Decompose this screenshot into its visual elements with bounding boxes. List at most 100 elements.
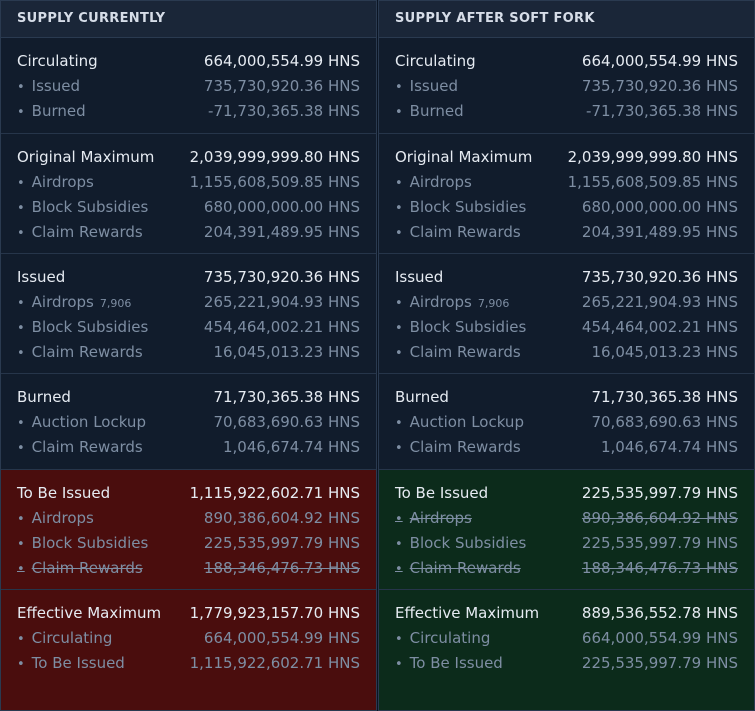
item-row: Block Subsidies 680,000,000.00 HNS: [395, 194, 738, 219]
item-row-struck: Airdrops 890,386,604.92 HNS: [395, 505, 738, 530]
item-value: 890,386,604.92 HNS: [203, 508, 360, 527]
item-row: Auction Lockup 70,683,690.63 HNS: [17, 409, 360, 434]
item-label: Airdrops: [395, 509, 472, 527]
item-row: Block Subsidies 225,535,997.79 HNS: [395, 530, 738, 555]
section-label: To Be Issued: [395, 483, 489, 502]
section-header-row: To Be Issued 1,115,922,602.71 HNS: [17, 480, 360, 505]
section-value: 664,000,554.99 HNS: [581, 51, 738, 70]
item-value: 16,045,013.23 HNS: [213, 342, 360, 361]
item-value: -71,730,365.38 HNS: [586, 101, 738, 120]
item-label: To Be Issued: [17, 654, 125, 672]
item-label: Block Subsidies: [395, 534, 527, 552]
item-value: 1,115,922,602.71 HNS: [189, 653, 360, 672]
item-label: Issued: [17, 77, 80, 95]
item-row-struck: Claim Rewards 188,346,476.73 HNS: [17, 555, 360, 580]
item-row: Auction Lockup 70,683,690.63 HNS: [395, 409, 738, 434]
item-value: 664,000,554.99 HNS: [581, 628, 738, 647]
item-value: 225,535,997.79 HNS: [581, 653, 738, 672]
item-value: -71,730,365.38 HNS: [208, 101, 360, 120]
item-row-struck: Claim Rewards 188,346,476.73 HNS: [395, 555, 738, 580]
item-label: Burned: [395, 102, 464, 120]
item-label: Claim Rewards: [17, 559, 143, 577]
item-row: Airdrops 7,906 265,221,904.93 HNS: [395, 289, 738, 314]
item-value: 680,000,000.00 HNS: [581, 197, 738, 216]
item-value: 735,730,920.36 HNS: [203, 76, 360, 95]
item-label: Airdrops: [17, 173, 94, 191]
item-label: Airdrops: [31, 292, 94, 311]
item-label: Airdrops: [395, 173, 472, 191]
item-label: Circulating: [17, 629, 113, 647]
section-header-row: Effective Maximum 1,779,923,157.70 HNS: [17, 600, 360, 625]
section-value: 889,536,552.78 HNS: [581, 603, 738, 622]
item-value: 188,346,476.73 HNS: [203, 558, 360, 577]
panel-title: SUPPLY CURRENTLY: [1, 1, 376, 38]
section-label: Burned: [17, 387, 71, 406]
item-value: 1,046,674.74 HNS: [223, 437, 360, 456]
section-header-row: Burned 71,730,365.38 HNS: [395, 384, 738, 409]
section-value: 1,779,923,157.70 HNS: [189, 603, 360, 622]
item-label: Block Subsidies: [17, 318, 149, 336]
item-value: 1,155,608,509.85 HNS: [189, 172, 360, 191]
section-label: Original Maximum: [17, 147, 155, 166]
item-label: Block Subsidies: [17, 198, 149, 216]
section-original-maximum: Original Maximum 2,039,999,999.80 HNS Air…: [379, 134, 754, 255]
item-row: To Be Issued 225,535,997.79 HNS: [395, 650, 738, 675]
airdrop-count: 7,906: [477, 296, 510, 310]
section-original-maximum: Original Maximum 2,039,999,999.80 HNS Air…: [1, 134, 376, 255]
item-row: Issued 735,730,920.36 HNS: [17, 73, 360, 98]
item-value: 204,391,489.95 HNS: [203, 222, 360, 241]
item-label: Auction Lockup: [17, 413, 146, 431]
item-label: Circulating: [395, 629, 491, 647]
item-value: 890,386,604.92 HNS: [581, 508, 738, 527]
section-label: Circulating: [395, 51, 476, 70]
panel-supply-after-soft-fork: SUPPLY AFTER SOFT FORK Circulating 664,00…: [378, 0, 755, 711]
section-header-row: To Be Issued 225,535,997.79 HNS: [395, 480, 738, 505]
section-label: Issued: [17, 267, 66, 286]
section-value: 664,000,554.99 HNS: [203, 51, 360, 70]
item-value: 188,346,476.73 HNS: [581, 558, 738, 577]
item-label: Block Subsidies: [395, 198, 527, 216]
section-circulating: Circulating 664,000,554.99 HNS Issued 735,…: [379, 38, 754, 135]
section-header-row: Issued 735,730,920.36 HNS: [395, 264, 738, 289]
item-row: To Be Issued 1,115,922,602.71 HNS: [17, 650, 360, 675]
section-value: 71,730,365.38 HNS: [591, 387, 738, 406]
panel-title: SUPPLY AFTER SOFT FORK: [379, 1, 754, 38]
item-row: Issued 735,730,920.36 HNS: [395, 73, 738, 98]
airdrop-count: 7,906: [99, 296, 132, 310]
section-burned: Burned 71,730,365.38 HNS Auction Lockup 70…: [379, 374, 754, 471]
item-label: Auction Lockup: [395, 413, 524, 431]
section-circulating: Circulating 664,000,554.99 HNS Issued 735,…: [1, 38, 376, 135]
section-label: Circulating: [17, 51, 98, 70]
item-value: 454,464,002.21 HNS: [581, 317, 738, 336]
item-value: 225,535,997.79 HNS: [581, 533, 738, 552]
item-value: 16,045,013.23 HNS: [591, 342, 738, 361]
section-header-row: Circulating 664,000,554.99 HNS: [395, 48, 738, 73]
item-value: 70,683,690.63 HNS: [213, 412, 360, 431]
section-label: Original Maximum: [395, 147, 533, 166]
item-label: Claim Rewards: [17, 343, 143, 361]
item-label: Airdrops: [409, 292, 472, 311]
item-row: Airdrops 1,155,608,509.85 HNS: [395, 169, 738, 194]
item-label: Claim Rewards: [17, 223, 143, 241]
item-value: 1,046,674.74 HNS: [601, 437, 738, 456]
item-row: Claim Rewards 16,045,013.23 HNS: [395, 339, 738, 364]
item-row: Block Subsidies 454,464,002.21 HNS: [395, 314, 738, 339]
item-row: Claim Rewards 16,045,013.23 HNS: [17, 339, 360, 364]
item-label: Claim Rewards: [395, 223, 521, 241]
section-effective-maximum: Effective Maximum 1,779,923,157.70 HNS Ci…: [1, 590, 376, 710]
section-header-row: Circulating 664,000,554.99 HNS: [17, 48, 360, 73]
item-label-group: Airdrops 7,906: [17, 292, 132, 311]
item-label: Burned: [17, 102, 86, 120]
item-label: Issued: [395, 77, 458, 95]
section-header-row: Effective Maximum 889,536,552.78 HNS: [395, 600, 738, 625]
section-value: 225,535,997.79 HNS: [581, 483, 738, 502]
item-value: 204,391,489.95 HNS: [581, 222, 738, 241]
item-row: Burned -71,730,365.38 HNS: [395, 98, 738, 123]
section-label: To Be Issued: [17, 483, 111, 502]
item-row: Block Subsidies 680,000,000.00 HNS: [17, 194, 360, 219]
section-to-be-issued: To Be Issued 225,535,997.79 HNS Airdrops 8…: [379, 470, 754, 591]
item-value: 1,155,608,509.85 HNS: [567, 172, 738, 191]
item-row: Block Subsidies 454,464,002.21 HNS: [17, 314, 360, 339]
item-row: Burned -71,730,365.38 HNS: [17, 98, 360, 123]
section-header-row: Issued 735,730,920.36 HNS: [17, 264, 360, 289]
